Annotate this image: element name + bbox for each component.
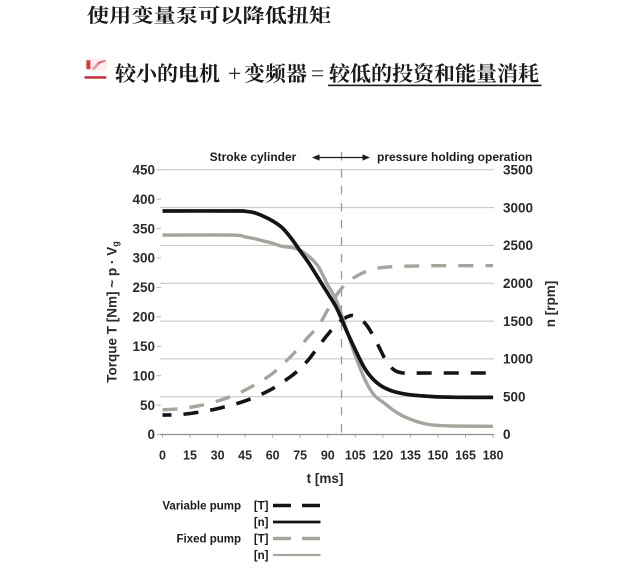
svg-text:pressure holding operation: pressure holding operation xyxy=(377,150,532,164)
svg-text:Fixed pump: Fixed pump xyxy=(176,534,241,546)
svg-text:75: 75 xyxy=(293,449,307,463)
svg-text:165: 165 xyxy=(455,449,476,463)
svg-text:0: 0 xyxy=(503,427,511,442)
svg-text:90: 90 xyxy=(321,449,335,463)
svg-text:[T]: [T] xyxy=(254,534,269,546)
svg-text:45: 45 xyxy=(238,449,252,463)
svg-text:0: 0 xyxy=(147,427,155,442)
svg-text:180: 180 xyxy=(483,449,504,463)
svg-text:150: 150 xyxy=(132,339,155,354)
svg-text:450: 450 xyxy=(132,163,155,178)
svg-text:50: 50 xyxy=(140,398,155,413)
svg-text:[T]: [T] xyxy=(254,501,269,513)
svg-text:120: 120 xyxy=(372,449,393,463)
svg-text:t [ms]: t [ms] xyxy=(307,471,344,486)
svg-text:0: 0 xyxy=(159,449,166,463)
svg-text:Stroke cylinder: Stroke cylinder xyxy=(210,150,297,164)
svg-text:1500: 1500 xyxy=(503,314,533,329)
svg-text:Torque T [Nm] ~ p · Vg: Torque T [Nm] ~ p · Vg xyxy=(104,241,121,383)
svg-text:2000: 2000 xyxy=(503,276,533,291)
svg-text:15: 15 xyxy=(183,449,197,463)
svg-text:250: 250 xyxy=(132,280,155,295)
svg-text:135: 135 xyxy=(400,449,421,463)
svg-text:105: 105 xyxy=(345,449,366,463)
svg-text:200: 200 xyxy=(132,310,155,325)
svg-text:400: 400 xyxy=(132,192,155,207)
svg-text:3000: 3000 xyxy=(503,200,533,215)
svg-text:[n]: [n] xyxy=(254,517,269,529)
svg-text:[n]: [n] xyxy=(254,550,269,562)
svg-text:300: 300 xyxy=(132,251,155,266)
svg-text:100: 100 xyxy=(132,368,155,383)
svg-text:500: 500 xyxy=(503,389,526,404)
svg-text:3500: 3500 xyxy=(503,163,533,178)
svg-text:Variable pump: Variable pump xyxy=(162,501,241,513)
svg-text:n [rpm]: n [rpm] xyxy=(543,281,558,328)
svg-text:2500: 2500 xyxy=(503,238,533,253)
svg-text:30: 30 xyxy=(211,449,225,463)
svg-text:1000: 1000 xyxy=(503,352,533,367)
svg-text:60: 60 xyxy=(266,449,280,463)
svg-text:150: 150 xyxy=(427,449,448,463)
svg-text:350: 350 xyxy=(132,221,155,236)
